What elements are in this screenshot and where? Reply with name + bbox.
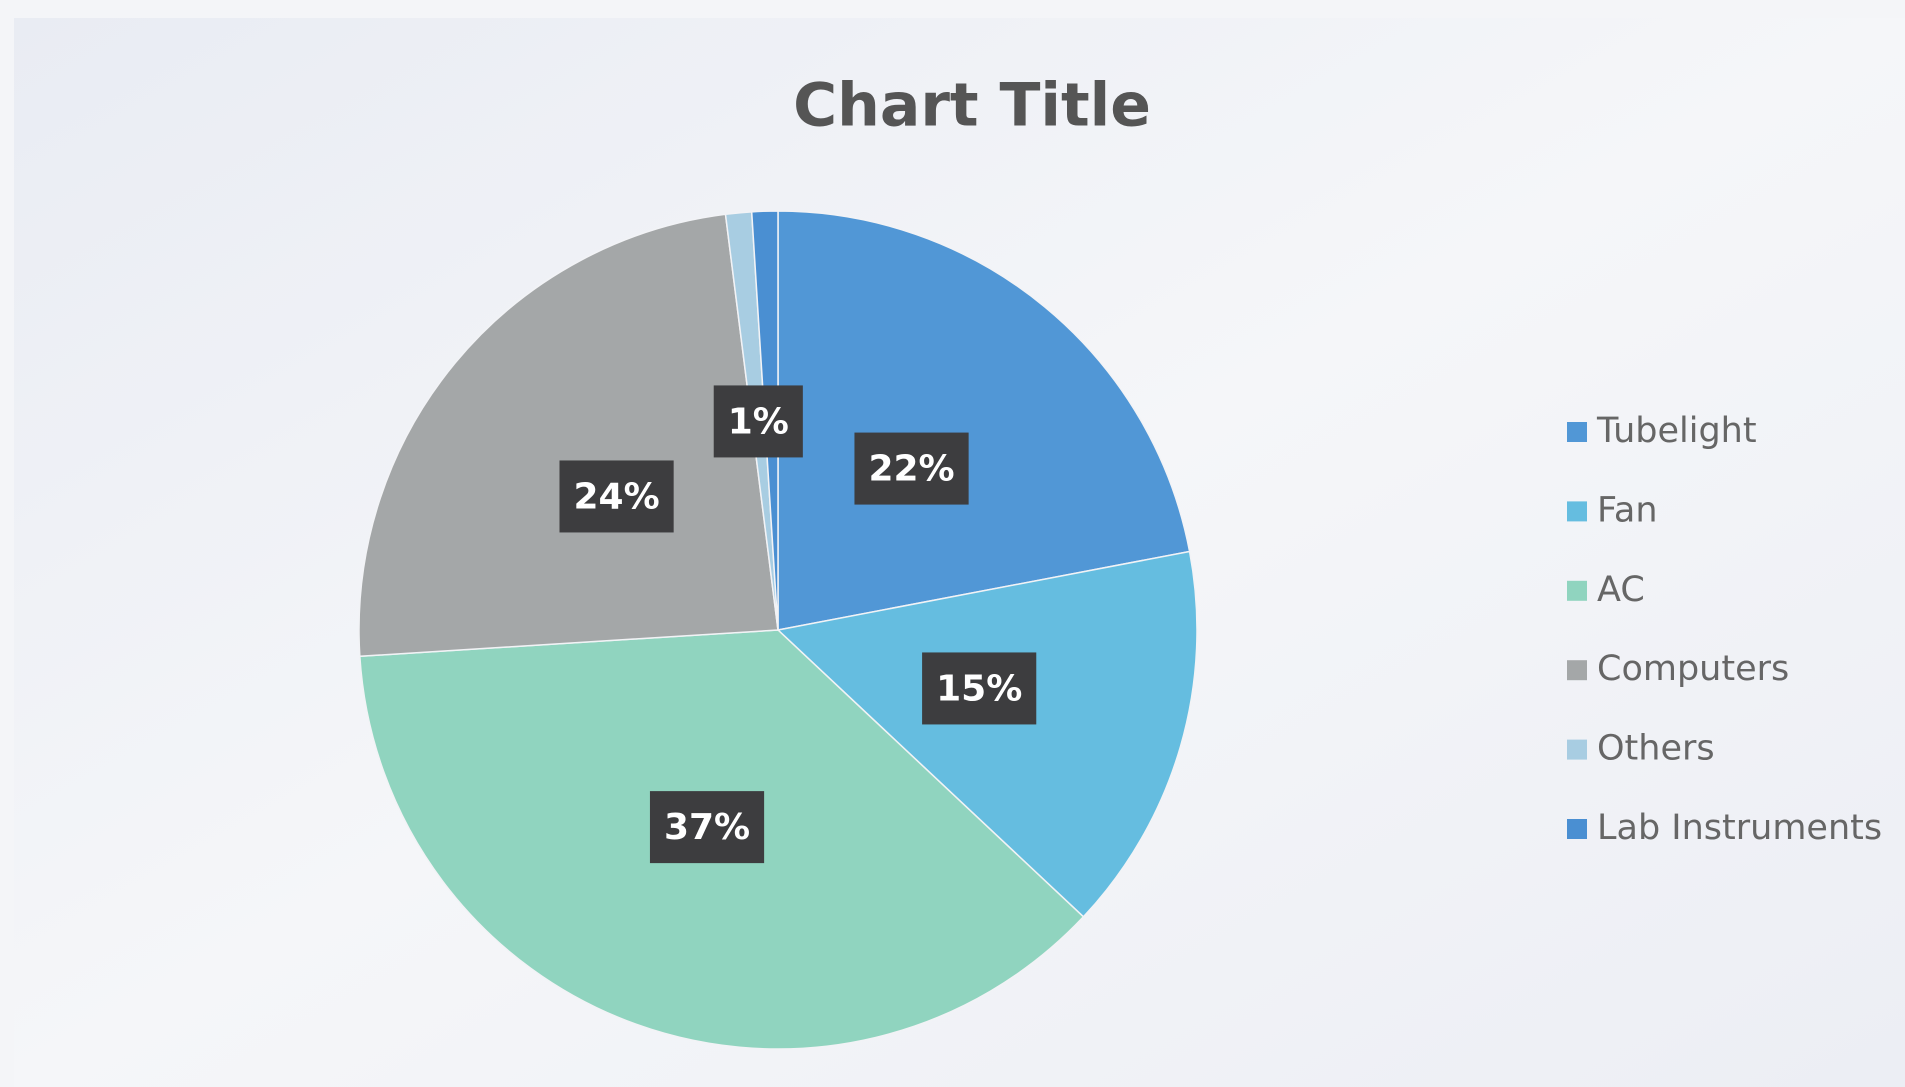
legend: Tubelight Fan AC Computers Others Lab Instrum… xyxy=(1567,411,1882,848)
chart-title: Chart Title xyxy=(793,71,1151,141)
legend-label: AC xyxy=(1597,570,1645,610)
data-label: 15% xyxy=(936,668,1022,709)
data-label-box xyxy=(649,791,765,864)
legend-label: Computers xyxy=(1597,649,1789,689)
legend-swatch xyxy=(1567,422,1587,442)
data-label-box xyxy=(854,432,969,505)
data-label-box xyxy=(713,385,803,458)
legend-label: Others xyxy=(1597,729,1715,769)
data-label: 1% xyxy=(728,401,789,442)
legend-swatch xyxy=(1567,819,1587,839)
pie-slice xyxy=(358,213,779,658)
data-labels: 22% 15% 37% 24% 1% xyxy=(559,385,1037,864)
data-label: 24% xyxy=(573,476,659,517)
pie xyxy=(358,210,1198,1050)
pie-slice xyxy=(777,210,1191,631)
legend-swatch xyxy=(1567,501,1587,522)
legend-label: Fan xyxy=(1597,490,1658,530)
legend-label: Lab Instruments xyxy=(1597,808,1882,848)
data-label: 22% xyxy=(868,449,954,490)
legend-swatch xyxy=(1567,660,1587,681)
legend-swatch xyxy=(1567,739,1587,760)
data-label: 37% xyxy=(664,807,750,848)
legend-label: Tubelight xyxy=(1596,411,1757,451)
legend-swatch xyxy=(1567,580,1587,601)
pie-slice xyxy=(776,550,1198,918)
data-label-box xyxy=(922,652,1037,725)
data-label-box xyxy=(559,460,674,533)
